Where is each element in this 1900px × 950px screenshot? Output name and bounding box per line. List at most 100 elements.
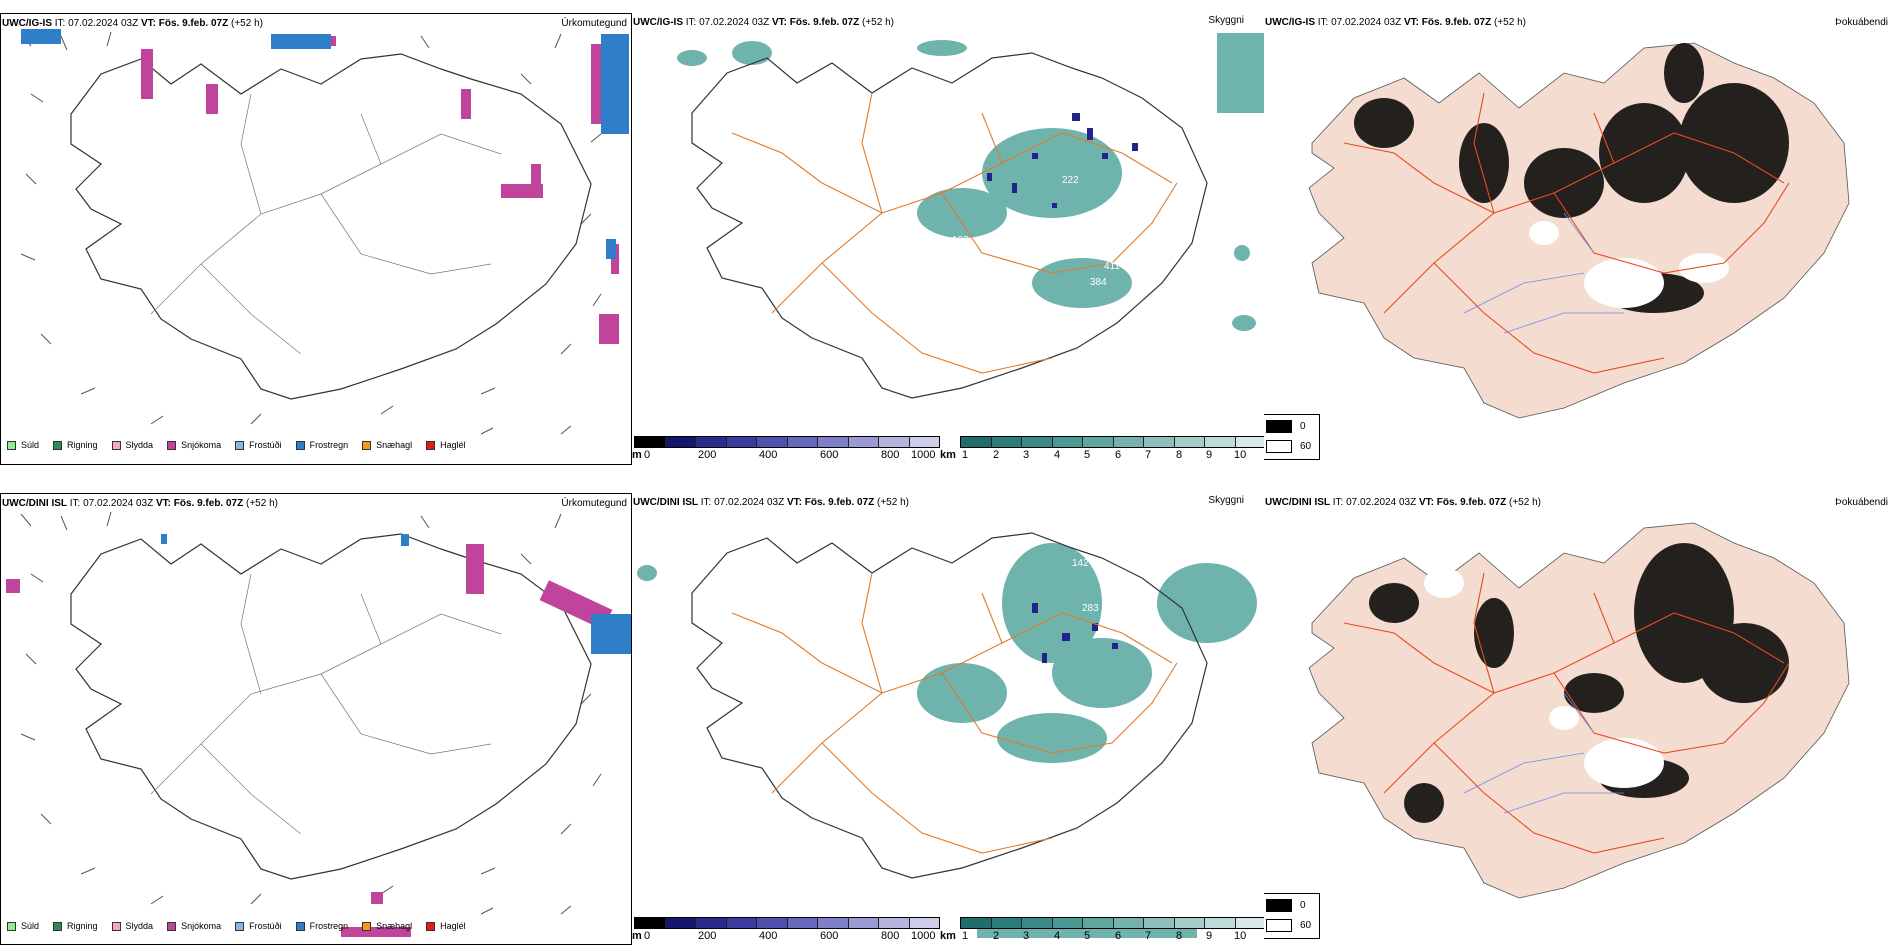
legend-label: Súld [21, 440, 40, 450]
valid-label: VT: [1418, 497, 1434, 508]
color-step [1083, 918, 1114, 928]
road-network [731, 92, 1178, 374]
legend-item: Rigning [53, 921, 98, 931]
legend-label: Frostregn [309, 921, 349, 931]
legend-label: Haglél [440, 440, 466, 450]
fog-legend-row1: 0 60 [1264, 414, 1320, 460]
cloud-base-tick: 800 [881, 449, 900, 461]
legend-label: Slydda [125, 440, 154, 450]
model-name: UWC/DINI ISL [1265, 497, 1330, 508]
legend-swatch [111, 921, 121, 931]
road-network [1343, 572, 1790, 854]
visibility-tick: 4 [1054, 930, 1061, 942]
color-step [848, 918, 879, 928]
visibility-tick: 10 [1234, 930, 1247, 942]
legend-item: Snjókoma [167, 440, 221, 450]
legend-label: Rigning [67, 921, 98, 931]
color-step [1022, 437, 1053, 447]
legend-swatch [53, 921, 63, 931]
color-step [665, 918, 696, 928]
visibility-tick: 6 [1115, 930, 1122, 942]
visibility-tick: 1 [962, 449, 969, 461]
color-step [726, 437, 757, 447]
snow-patches [141, 36, 629, 344]
cloud-base-tick: 600 [820, 930, 839, 942]
legend-label: Snjókoma [181, 921, 222, 931]
cloud-base-tick: 1000 [911, 930, 936, 942]
valid-time: Fös. 9.feb. 07Z [804, 497, 875, 508]
issue-time: 07.02.2024 03Z [83, 498, 154, 509]
color-step [909, 918, 939, 928]
visibility-tick: 7 [1145, 449, 1152, 461]
legend-item: Frostregn [295, 921, 349, 931]
color-step [1235, 437, 1264, 447]
color-step [726, 918, 757, 928]
model-name: UWC/DINI ISL [633, 497, 698, 508]
color-step [1205, 918, 1236, 928]
cloud-base-tick: 600 [820, 449, 839, 461]
precip-legend-row1: Súld Rigning Slydda Snjókoma Frostúði Fr… [7, 436, 480, 454]
iceland-coast [691, 532, 1208, 879]
fog-header-row2: UWC/DINI ISL IT: 07.02.2024 03Z VT: Fös.… [1265, 497, 1541, 508]
freezing-rain-patches [21, 29, 629, 259]
color-step [1144, 918, 1175, 928]
precip-header-row2: UWC/DINI ISL IT: 07.02.2024 03Z VT: Fös.… [2, 498, 278, 509]
cloud-panel-row1: 384 411 222 123 UWC/IG-IS IT: 07.02.2024… [632, 13, 1264, 465]
cloud-header-row1: UWC/IG-IS IT: 07.02.2024 03Z VT: Fös. 9.… [633, 17, 894, 28]
color-step [635, 437, 666, 447]
map-label: 186 [1137, 587, 1154, 598]
cloud-map-row2: 553 142 283 186 [637, 532, 1257, 938]
legend-swatch [426, 921, 436, 931]
color-step [879, 437, 910, 447]
legend-swatch [111, 440, 121, 450]
issue-time: 07.02.2024 03Z [1346, 497, 1417, 508]
fog-swatch [1266, 899, 1292, 912]
wind-barbs [20, 511, 602, 915]
color-step [818, 437, 849, 447]
legend-label: Rigning [67, 440, 98, 450]
map-label: 411 [1104, 261, 1120, 272]
legend-swatch [7, 440, 16, 450]
color-step [879, 918, 910, 928]
legend-label: Frostregn [309, 440, 349, 450]
map-labels: 384 411 222 123 [952, 175, 1120, 288]
fog-title-row1: Þokuábendi [1835, 17, 1888, 28]
cloud-map-row1: 384 411 222 123 [677, 33, 1264, 399]
cloud-header-row2: UWC/DINI ISL IT: 07.02.2024 03Z VT: Fös.… [633, 497, 909, 508]
legend-item: Snjókoma [167, 921, 221, 931]
cloud-base-tick: 1000 [911, 449, 936, 461]
legend-label: Snjókoma [181, 440, 222, 450]
legend-swatch [235, 440, 245, 450]
valid-time: Fös. 9.feb. 07Z [1436, 497, 1507, 508]
cloud-title-row1: Skyggni [1208, 15, 1244, 26]
color-step [1052, 437, 1083, 447]
visibility-colorbar [960, 917, 1264, 929]
legend-label: Haglél [440, 921, 466, 931]
legend-label: Snæhagl [376, 921, 413, 931]
cloud-title-row2: Skyggni [1208, 495, 1244, 506]
legend-swatch [167, 921, 177, 931]
model-name: UWC/IG-IS [633, 17, 683, 28]
legend-item: Snæhagl [362, 440, 412, 450]
valid-label: VT: [786, 497, 802, 508]
visibility-tick: 3 [1023, 930, 1030, 942]
map-labels: 553 142 283 186 [993, 558, 1154, 670]
lead-time: (+52 h) [1509, 497, 1541, 508]
fog-map-row1 [1308, 42, 1850, 419]
lead-time: (+52 h) [1494, 17, 1526, 28]
color-step [1205, 437, 1236, 447]
cloud-base-tick: 200 [698, 449, 717, 461]
valid-time: Fös. 9.feb. 07Z [789, 17, 860, 28]
visibility-tick: 1 [962, 930, 969, 942]
valid-label: VT: [140, 18, 156, 29]
visibility-tick: 9 [1206, 930, 1213, 942]
legend-swatch [362, 921, 372, 931]
color-step [991, 918, 1022, 928]
cloud-base-colorbar [634, 917, 940, 929]
cloud-base-dots [1032, 603, 1118, 663]
road-network [150, 573, 502, 835]
visibility-patches [677, 33, 1264, 331]
road-network [150, 93, 502, 355]
valid-label: VT: [1403, 17, 1419, 28]
visibility-patches [637, 543, 1257, 938]
